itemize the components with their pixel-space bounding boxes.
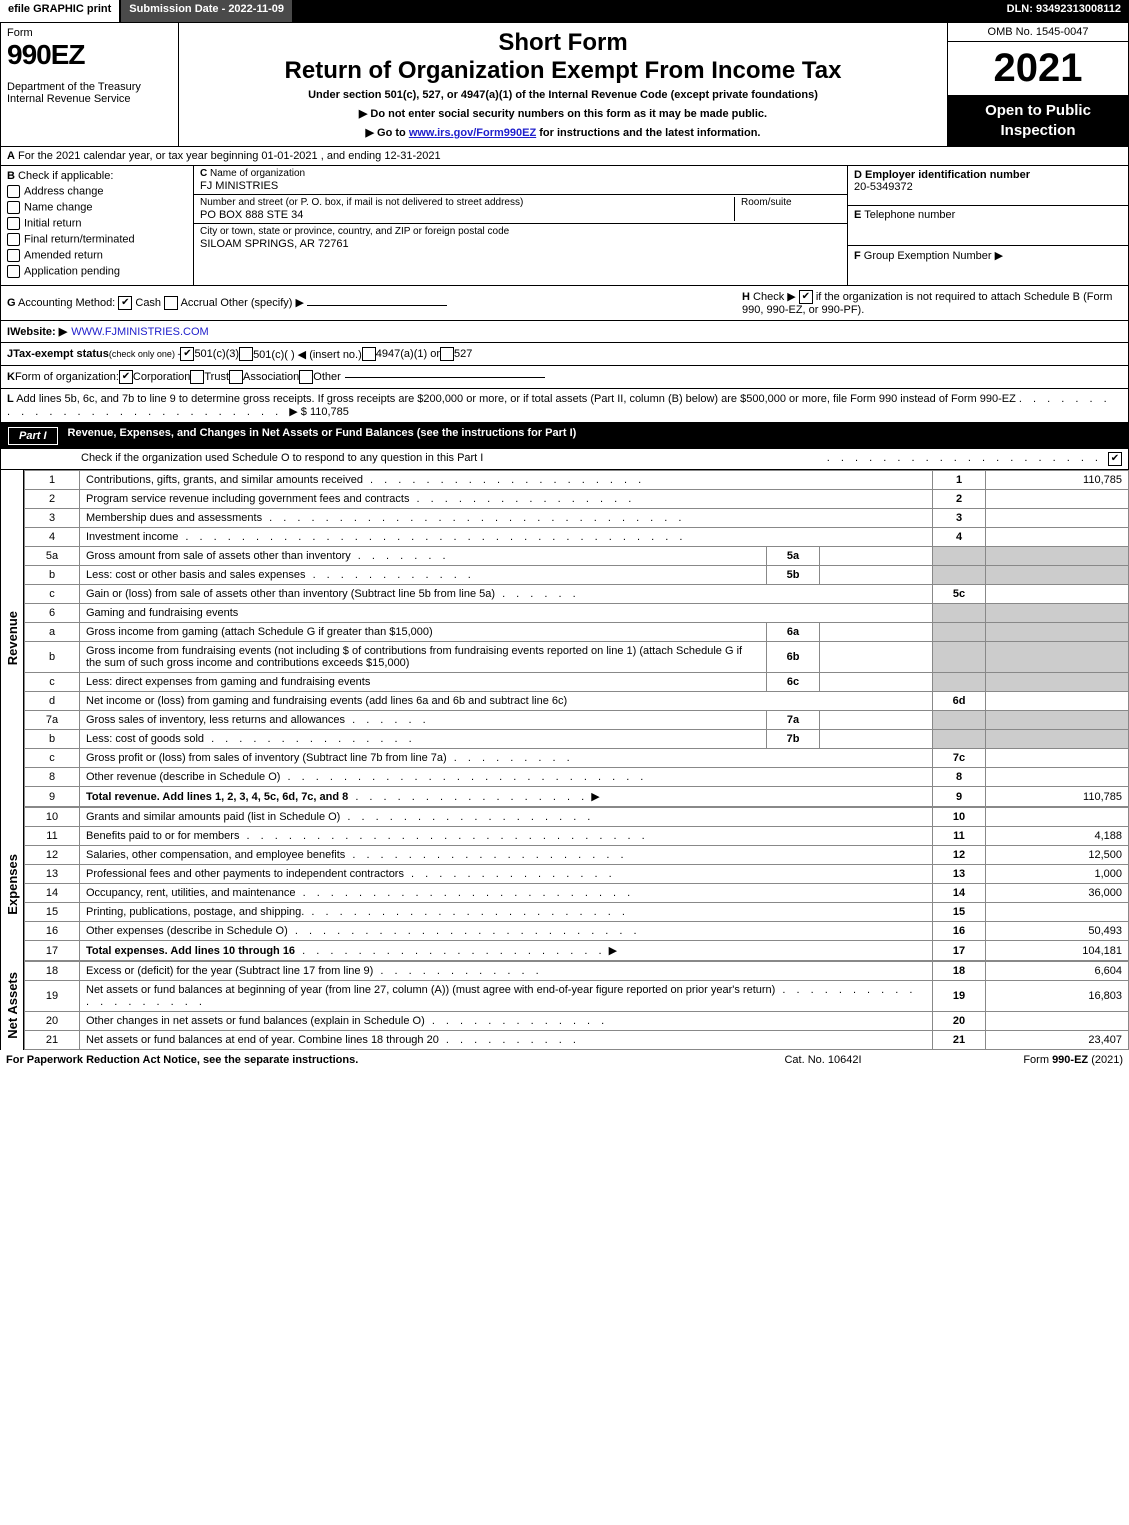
cb-schedule-b[interactable] bbox=[799, 290, 813, 304]
website-link[interactable]: WWW.FJMINISTRIES.COM bbox=[71, 326, 208, 338]
line-18: 18Excess or (deficit) for the year (Subt… bbox=[25, 962, 1129, 981]
line-15: 15Printing, publications, postage, and s… bbox=[25, 903, 1129, 922]
net-assets-vlabel: Net Assets bbox=[5, 972, 20, 1039]
line-16: 16Other expenses (describe in Schedule O… bbox=[25, 922, 1129, 941]
form-title: Return of Organization Exempt From Incom… bbox=[189, 57, 937, 85]
line-6: 6Gaming and fundraising events bbox=[25, 604, 1129, 623]
cb-501c[interactable] bbox=[239, 347, 253, 361]
line-6c: cLess: direct expenses from gaming and f… bbox=[25, 673, 1129, 692]
cb-trust[interactable] bbox=[190, 370, 204, 384]
ein-value: 20-5349372 bbox=[854, 181, 1122, 193]
row-j: J Tax-exempt status (check only one) - 5… bbox=[0, 343, 1129, 366]
room-label: Room/suite bbox=[741, 197, 841, 208]
form-label: Form bbox=[7, 27, 172, 39]
name-label: Name of organization bbox=[210, 168, 305, 179]
part1-check: Check if the organization used Schedule … bbox=[0, 449, 1129, 470]
footer-center: Cat. No. 10642I bbox=[723, 1054, 923, 1066]
omb-number: OMB No. 1545-0047 bbox=[948, 23, 1128, 42]
form-number: 990EZ bbox=[7, 39, 172, 71]
cb-accrual[interactable] bbox=[164, 296, 178, 310]
cb-4947[interactable] bbox=[362, 347, 376, 361]
page-footer: For Paperwork Reduction Act Notice, see … bbox=[0, 1050, 1129, 1070]
cb-name-change[interactable]: Name change bbox=[7, 201, 187, 214]
cb-501c3[interactable] bbox=[180, 347, 194, 361]
tax-year: 2021 bbox=[948, 42, 1128, 95]
line-7a: 7aGross sales of inventory, less returns… bbox=[25, 711, 1129, 730]
department-label: Department of the Treasury Internal Reve… bbox=[7, 81, 172, 105]
cb-application-pending[interactable]: Application pending bbox=[7, 265, 187, 278]
form-header: Form 990EZ Department of the Treasury In… bbox=[0, 22, 1129, 147]
line-10: 10Grants and similar amounts paid (list … bbox=[25, 808, 1129, 827]
cb-corporation[interactable] bbox=[119, 370, 133, 384]
form-subtitle: Under section 501(c), 527, or 4947(a)(1)… bbox=[189, 89, 937, 101]
line-7b: bLess: cost of goods sold . . . . . . . … bbox=[25, 730, 1129, 749]
line-5a: 5aGross amount from sale of assets other… bbox=[25, 547, 1129, 566]
phone-label: Telephone number bbox=[864, 209, 955, 221]
revenue-vlabel: Revenue bbox=[5, 611, 20, 665]
line-6b: bGross income from fundraising events (n… bbox=[25, 642, 1129, 673]
efile-print-button[interactable]: efile GRAPHIC print bbox=[0, 0, 121, 22]
line-19: 19Net assets or fund balances at beginni… bbox=[25, 981, 1129, 1012]
org-city: SILOAM SPRINGS, AR 72761 bbox=[200, 238, 841, 250]
expenses-section: Expenses 10Grants and similar amounts pa… bbox=[0, 807, 1129, 961]
line-6a: aGross income from gaming (attach Schedu… bbox=[25, 623, 1129, 642]
footer-right: Form 990-EZ (2021) bbox=[923, 1054, 1123, 1066]
net-assets-section: Net Assets 18Excess or (deficit) for the… bbox=[0, 961, 1129, 1050]
org-street: PO BOX 888 STE 34 bbox=[200, 209, 734, 221]
part-1-header: Part I Revenue, Expenses, and Changes in… bbox=[0, 423, 1129, 449]
revenue-section: Revenue 1Contributions, gifts, grants, a… bbox=[0, 470, 1129, 807]
street-label: Number and street (or P. O. box, if mail… bbox=[200, 197, 734, 208]
info-block: B Check if applicable: Address change Na… bbox=[0, 166, 1129, 286]
irs-link[interactable]: www.irs.gov/Form990EZ bbox=[409, 127, 536, 139]
group-exemption-label: Group Exemption Number ▶ bbox=[864, 250, 1003, 262]
line-6d: dNet income or (loss) from gaming and fu… bbox=[25, 692, 1129, 711]
line-3: 3Membership dues and assessments . . . .… bbox=[25, 509, 1129, 528]
line-14: 14Occupancy, rent, utilities, and mainte… bbox=[25, 884, 1129, 903]
gross-receipts: $ 110,785 bbox=[301, 406, 349, 418]
ein-label: Employer identification number bbox=[865, 169, 1030, 181]
cb-final-return[interactable]: Final return/terminated bbox=[7, 233, 187, 246]
row-k: K Form of organization: Corporation Trus… bbox=[0, 366, 1129, 389]
row-g-h: G Accounting Method: Cash Accrual Other … bbox=[0, 286, 1129, 321]
cb-527[interactable] bbox=[440, 347, 454, 361]
short-form-title: Short Form bbox=[189, 29, 937, 57]
line-1: 1Contributions, gifts, grants, and simil… bbox=[25, 471, 1129, 490]
cb-address-change[interactable]: Address change bbox=[7, 185, 187, 198]
line-8: 8Other revenue (describe in Schedule O) … bbox=[25, 768, 1129, 787]
bullet-ssn: ▶ Do not enter social security numbers o… bbox=[189, 107, 937, 120]
row-a: A For the 2021 calendar year, or tax yea… bbox=[0, 147, 1129, 166]
line-4: 4Investment income . . . . . . . . . . .… bbox=[25, 528, 1129, 547]
line-20: 20Other changes in net assets or fund ba… bbox=[25, 1012, 1129, 1031]
cb-schedule-o[interactable] bbox=[1108, 452, 1122, 466]
submission-date-button[interactable]: Submission Date - 2022-11-09 bbox=[121, 0, 294, 22]
expenses-vlabel: Expenses bbox=[5, 854, 20, 915]
row-i: I Website: ▶ WWW.FJMINISTRIES.COM bbox=[0, 321, 1129, 343]
dln-label: DLN: 93492313008112 bbox=[999, 0, 1129, 22]
bullet-goto: ▶ Go to www.irs.gov/Form990EZ for instru… bbox=[189, 126, 937, 139]
open-to-public: Open to Public Inspection bbox=[948, 95, 1128, 146]
org-name: FJ MINISTRIES bbox=[200, 180, 841, 192]
cb-cash[interactable] bbox=[118, 296, 132, 310]
line-12: 12Salaries, other compensation, and empl… bbox=[25, 846, 1129, 865]
line-5b: bLess: cost or other basis and sales exp… bbox=[25, 566, 1129, 585]
line-21: 21Net assets or fund balances at end of … bbox=[25, 1031, 1129, 1050]
line-9: 9Total revenue. Add lines 1, 2, 3, 4, 5c… bbox=[25, 787, 1129, 807]
line-13: 13Professional fees and other payments t… bbox=[25, 865, 1129, 884]
cb-other-org[interactable] bbox=[299, 370, 313, 384]
line-2: 2Program service revenue including gover… bbox=[25, 490, 1129, 509]
line-5c: cGain or (loss) from sale of assets othe… bbox=[25, 585, 1129, 604]
footer-left: For Paperwork Reduction Act Notice, see … bbox=[6, 1054, 723, 1066]
topbar: efile GRAPHIC print Submission Date - 20… bbox=[0, 0, 1129, 22]
line-11: 11Benefits paid to or for members . . . … bbox=[25, 827, 1129, 846]
cb-association[interactable] bbox=[229, 370, 243, 384]
line-17: 17Total expenses. Add lines 10 through 1… bbox=[25, 941, 1129, 961]
row-l: L Add lines 5b, 6c, and 7b to line 9 to … bbox=[0, 389, 1129, 423]
cb-initial-return[interactable]: Initial return bbox=[7, 217, 187, 230]
line-7c: cGross profit or (loss) from sales of in… bbox=[25, 749, 1129, 768]
city-label: City or town, state or province, country… bbox=[200, 226, 841, 237]
cb-amended-return[interactable]: Amended return bbox=[7, 249, 187, 262]
